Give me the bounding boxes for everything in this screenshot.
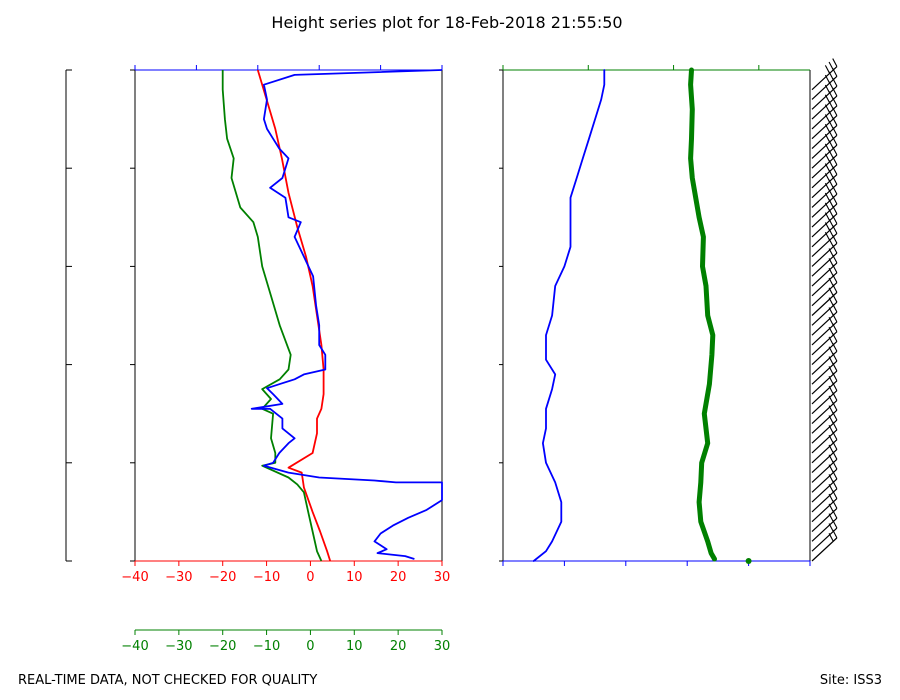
dewpoint-tick-label: 20 — [390, 639, 407, 654]
wind-barb-staff — [811, 242, 838, 267]
wind-barb-staff — [811, 233, 838, 258]
site-label: Site: ISS3 — [819, 673, 882, 688]
wind-barb-staff — [811, 360, 838, 385]
temperature-tick-label: 20 — [390, 570, 407, 585]
wind-direction-series-line — [688, 67, 717, 562]
temperature-tick-label: −10 — [253, 570, 280, 585]
dewpoint-tick-label: 0 — [306, 639, 314, 654]
temperature-tick-label: −30 — [165, 570, 192, 585]
wind-speed-series-line — [532, 69, 606, 562]
wind-barb-staff — [811, 213, 838, 238]
wind-barb-staff — [811, 223, 838, 248]
wind-barb-staff — [811, 498, 838, 523]
wind-barb-staff — [811, 468, 838, 493]
wind-barb-staff — [811, 517, 838, 542]
quality-disclaimer: REAL-TIME DATA, NOT CHECKED FOR QUALITY — [18, 673, 318, 688]
wind-barb-staff — [811, 409, 838, 434]
wind-barb-staff — [811, 164, 838, 189]
wind-barb-staff — [811, 458, 838, 483]
temperature-tick-label: −40 — [121, 570, 148, 585]
wind-barb-staff — [811, 341, 838, 366]
temperature-tick-label: 30 — [434, 570, 451, 585]
dewpoint-tick-label: −10 — [253, 639, 280, 654]
wind-barb-staff — [811, 144, 838, 169]
wind-barb-staff — [811, 311, 838, 336]
wind-barb-staff — [811, 439, 838, 464]
wind-barb-flag — [832, 58, 838, 67]
wind-barb-staff — [811, 301, 838, 326]
wind-barb-staff — [811, 331, 838, 356]
dewpoint-series-line — [221, 70, 323, 562]
wind-barb-staff — [811, 124, 838, 149]
wind-barb-staff — [811, 537, 838, 562]
wind-barb-staff — [811, 75, 838, 100]
wind-barb-staff — [811, 527, 838, 552]
wind-barb-staff — [811, 203, 838, 228]
dewpoint-tick-label: −40 — [121, 639, 148, 654]
humidity-series-line — [250, 69, 443, 560]
temperature-tick-label: 0 — [306, 570, 314, 585]
wind-barb-staff — [811, 95, 838, 120]
temperature-tick-label: −20 — [209, 570, 236, 585]
wind-barb-staff — [811, 134, 838, 159]
wind-barb-staff — [811, 380, 838, 405]
wind-barb-staff — [811, 193, 838, 218]
wind-barb-staff — [811, 370, 838, 395]
wind-barb-staff — [811, 399, 838, 424]
wind-barb-staff — [811, 66, 838, 91]
temperature-tick-label: 10 — [346, 570, 363, 585]
wind-barb-staff — [811, 252, 838, 277]
dewpoint-tick-label: 10 — [346, 639, 363, 654]
wind-barb-staff — [811, 488, 838, 513]
dewpoint-tick-label: 30 — [434, 639, 451, 654]
wind-direction-surface-point — [745, 558, 752, 564]
wind-barb-staff — [811, 272, 838, 297]
wind-barb-staff — [811, 419, 838, 444]
wind-barb-staff — [811, 350, 838, 375]
wind-barb-staff — [811, 85, 838, 110]
chart-title: Height series plot for 18-Feb-2018 21:55… — [271, 13, 622, 32]
wind-barb-staff — [811, 478, 838, 503]
wind-barb-staff — [811, 262, 838, 287]
wind-barb-staff — [811, 390, 838, 415]
wind-barb-staff — [811, 183, 838, 208]
wind-barb-staff — [811, 291, 838, 316]
dewpoint-tick-label: −20 — [209, 639, 236, 654]
temperature-series-line — [256, 69, 332, 562]
wind-barb-flag — [828, 61, 834, 71]
wind-barb-staff — [811, 449, 838, 474]
wind-barb-staff — [811, 282, 838, 307]
wind-barb-staff — [811, 507, 838, 532]
wind-barb-staff — [811, 321, 838, 346]
wind-barb-staff — [811, 105, 838, 130]
wind-barb-staff — [811, 429, 838, 454]
wind-barb-staff — [811, 115, 838, 140]
wind-barb-staff — [811, 154, 838, 179]
dewpoint-tick-label: −30 — [165, 639, 192, 654]
wind-barb-flag — [824, 65, 831, 74]
wind-barb-staff — [811, 174, 838, 199]
